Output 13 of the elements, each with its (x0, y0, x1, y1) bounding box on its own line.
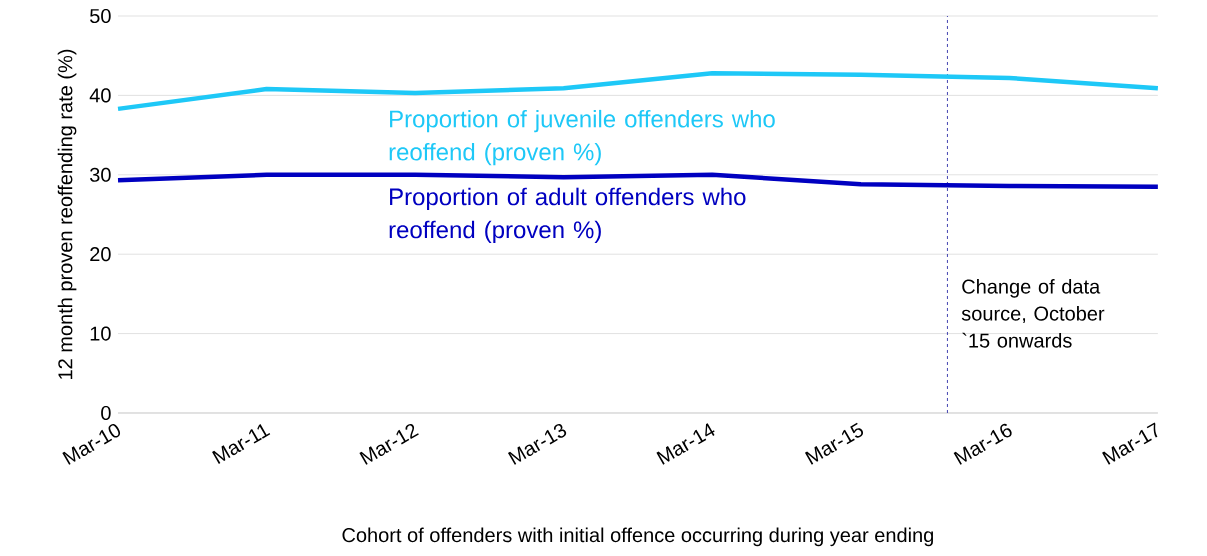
line-series (115, 70, 1161, 112)
series-label: Proportion of adult offenders who reoffend (proven %) (389, 187, 746, 244)
y-tick-label: 10 (90, 326, 111, 341)
y-tick-label: 20 (90, 247, 111, 262)
y-tick-label: 0 (101, 405, 111, 421)
ref-line-label: Change of data source, October `15 onwards (961, 279, 1105, 348)
x-axis-title: Cohort of offenders with initial offence occurring during year ending (342, 527, 934, 547)
y-axis-title: 12 month proven reoffending rate (%) (57, 49, 77, 379)
y-tick-label: 40 (89, 88, 111, 103)
y-tick-label: 50 (90, 8, 111, 24)
series-label: Proportion of juvenile offenders who reoffend (proven %) (389, 109, 775, 166)
line-series (115, 172, 1161, 189)
y-tick-label: 30 (90, 167, 111, 182)
